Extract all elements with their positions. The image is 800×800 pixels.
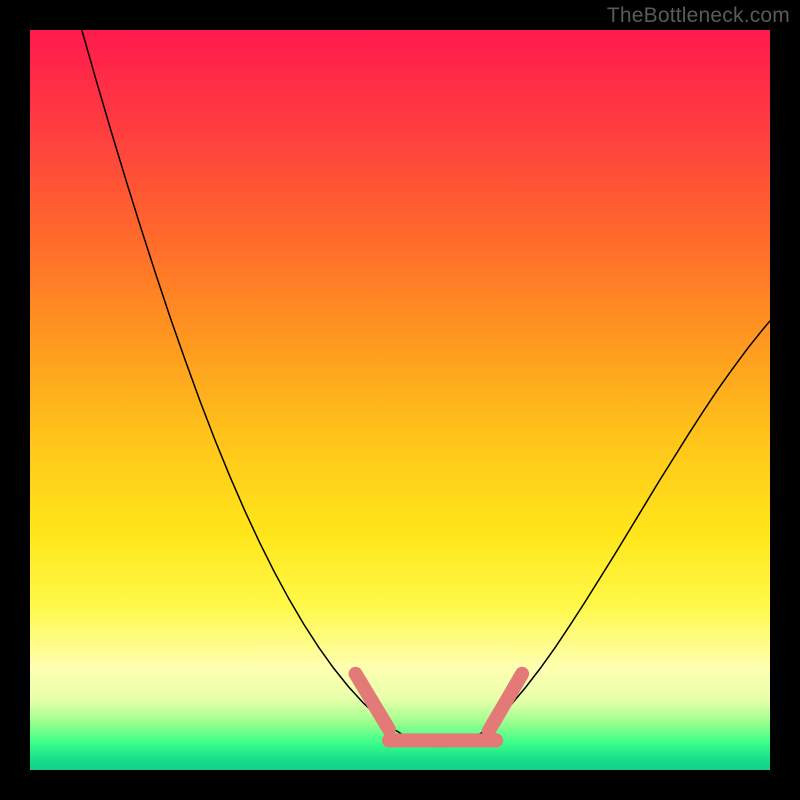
watermark-text: TheBottleneck.com	[607, 4, 790, 28]
chart-background	[30, 30, 770, 770]
bottleneck-chart	[0, 0, 800, 800]
